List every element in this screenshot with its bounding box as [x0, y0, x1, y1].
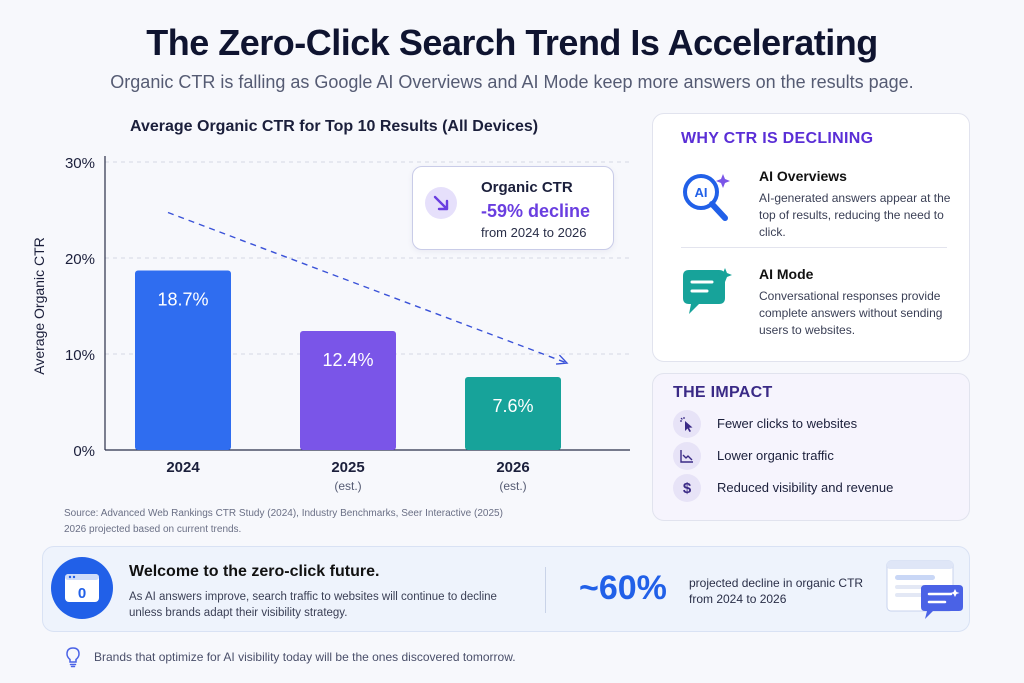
- impact-panel: THE IMPACT Fewer clicks to websites Lowe…: [652, 373, 970, 521]
- bar-2026: [465, 377, 561, 450]
- ai-search-icon: AI: [683, 174, 730, 221]
- impact-label-clicks: Fewer clicks to websites: [717, 416, 858, 431]
- bar-value-label: 12.4%: [322, 350, 373, 370]
- page-subtitle: Organic CTR is falling as Google AI Over…: [110, 72, 914, 92]
- bar-value-label: 18.7%: [157, 289, 208, 309]
- footer-text: Brands that optimize for AI visibility t…: [94, 650, 516, 664]
- banner-desc: As AI answers improve, search traffic to…: [129, 591, 497, 619]
- chart-source: Source: Advanced Web Rankings CTR Study …: [64, 506, 503, 538]
- y-tick-label: 30%: [65, 155, 95, 172]
- y-tick-label: 20%: [65, 251, 95, 268]
- reason-desc-ai-mode: Conversational responses provide complet…: [759, 289, 943, 337]
- why-heading: WHY CTR IS DECLINING: [681, 130, 874, 147]
- bar-value-label: 7.6%: [492, 396, 533, 416]
- bar-2025: [300, 330, 396, 450]
- y-tick-label: 10%: [65, 347, 95, 364]
- x-tick-label: 2024: [166, 459, 200, 476]
- zero-click-banner: 0 Welcome to the zero-click future. As A…: [42, 546, 970, 632]
- callout-value: -59% decline: [481, 201, 591, 221]
- banner-icon-text: 0: [78, 585, 86, 602]
- impact-label-revenue: Reduced visibility and revenue: [717, 480, 894, 495]
- y-tick-label: 0%: [73, 443, 95, 460]
- ctr-bar-chart: 0% 10% 20% 30% Average Organic CTR 18.7% 2024 1…: [31, 155, 630, 493]
- callout-label: Organic CTR: [481, 179, 573, 196]
- lightbulb-icon: [66, 647, 80, 668]
- banner-separator: [545, 567, 546, 613]
- banner-title: Welcome to the zero-click future.: [129, 563, 380, 580]
- impact-heading: THE IMPACT: [673, 384, 773, 401]
- trend-line: [167, 211, 568, 364]
- why-ctr-declining-panel: WHY CTR IS DECLINING AI AI Overviews AI-…: [652, 113, 970, 362]
- search-results-illustration: [886, 560, 963, 619]
- banner-stat-desc: projected decline in organic CTR from 20…: [689, 576, 864, 606]
- callout-range: from 2024 to 2026: [481, 225, 587, 240]
- x-tick-label: 2026: [496, 459, 529, 476]
- x-tick-label: 2025: [331, 459, 364, 476]
- impact-label-traffic: Lower organic traffic: [717, 448, 834, 463]
- ai-icon-text: AI: [695, 185, 708, 200]
- dollar-icon: $: [673, 474, 701, 502]
- browser-zero-icon: 0: [51, 557, 113, 619]
- y-axis-label: Average Organic CTR: [31, 237, 47, 374]
- ctr-decline-callout: Organic CTR -59% decline from 2024 to 20…: [412, 166, 614, 250]
- trend-arrowhead: [555, 354, 569, 365]
- source-line-2: 2026 projected based on current trends.: [64, 524, 242, 535]
- cursor-click-icon: [673, 410, 701, 438]
- bar-2024: [135, 270, 231, 450]
- why-divider: [681, 247, 947, 248]
- source-line-1: Source: Advanced Web Rankings CTR Study …: [64, 508, 503, 519]
- chat-bubble-icon: [683, 268, 732, 314]
- reason-title-ai-mode: AI Mode: [759, 266, 814, 282]
- reason-desc-ai-overviews: AI-generated answers appear at the top o…: [759, 191, 951, 239]
- chart-title: Average Organic CTR for Top 10 Results (…: [130, 118, 539, 135]
- banner-stat: ~60%: [579, 569, 667, 607]
- line-chart-icon: [673, 442, 701, 470]
- page-title: The Zero-Click Search Trend Is Accelerat…: [146, 22, 878, 63]
- x-tick-sublabel: (est.): [499, 479, 526, 493]
- x-tick-sublabel: (est.): [334, 479, 361, 493]
- reason-title-ai-overviews: AI Overviews: [759, 168, 847, 184]
- trend-down-icon: [425, 187, 457, 219]
